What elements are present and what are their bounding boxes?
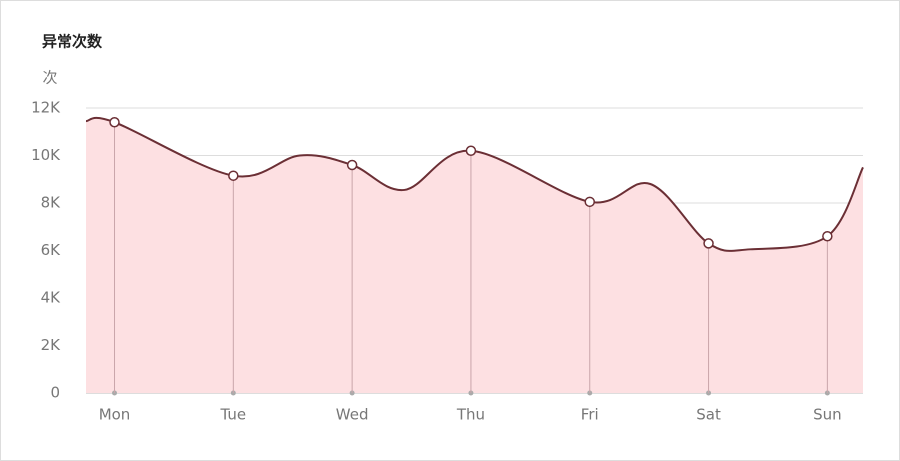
x-tick-label: Fri [581, 406, 599, 424]
y-tick-label: 4K [41, 289, 62, 307]
x-tick-label: Thu [456, 406, 485, 424]
y-unit: 次 [42, 69, 57, 87]
y-tick-label: 8K [41, 194, 62, 212]
point [465, 145, 477, 156]
x-tick-label: Wed [336, 406, 369, 424]
point [228, 170, 239, 181]
point [822, 231, 833, 242]
y-tick-label: 2K [41, 336, 62, 354]
point [346, 159, 358, 171]
point [109, 117, 120, 128]
area-fill [86, 117, 863, 393]
y-tick-label: 10K [31, 146, 61, 164]
y-tick-label: 12K [31, 99, 61, 117]
x-tick-label: Sat [696, 406, 721, 424]
x-tick-label: Mon [99, 406, 131, 424]
x-tick-label: Sun [813, 406, 842, 424]
y-tick-label: 0 [50, 384, 60, 402]
chart-title: 异常次数 [42, 33, 103, 51]
point [584, 196, 595, 208]
point [703, 238, 714, 249]
y-tick-label: 6K [41, 241, 62, 259]
x-tick-label: Tue [220, 406, 247, 424]
